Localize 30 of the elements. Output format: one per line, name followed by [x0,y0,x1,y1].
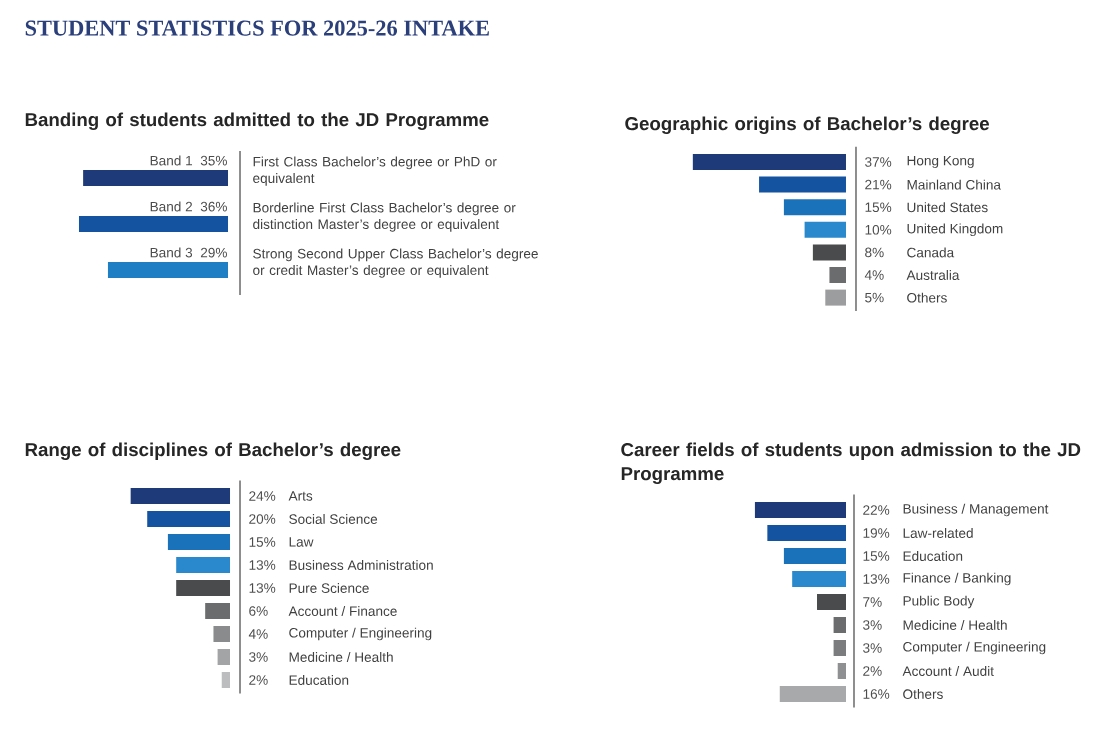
bar [217,648,231,665]
chart-title: Range of disciplines of Bachelor’s degree [25,442,401,461]
bar [833,639,846,656]
chart-title: STUDENT STATISTICS FOR 2025-26 INTAKE [25,20,489,36]
bar [147,510,231,527]
bar [783,547,846,564]
bar [792,570,846,587]
bar [779,685,846,702]
bar [130,487,231,504]
chart-subtitle: Banding of students admitted to the JD Programme [25,112,489,131]
bar [833,616,846,633]
bar [829,267,846,283]
bar [837,662,846,679]
bar [692,154,846,170]
bar [205,602,231,619]
bar [804,221,846,238]
chart-title: Career fields of students upon admission to the JD Programme [621,442,1081,485]
bar [825,289,846,306]
bar [176,556,231,573]
bar [817,593,846,610]
bar [812,244,846,261]
bar [767,524,846,541]
bar [176,579,231,596]
bar [167,533,231,550]
bar [759,176,846,193]
bar [783,199,846,216]
bar [213,625,231,642]
bar [754,501,846,518]
bar [221,671,231,688]
chart-title: Geographic origins of Bachelor’s degree [625,116,989,135]
